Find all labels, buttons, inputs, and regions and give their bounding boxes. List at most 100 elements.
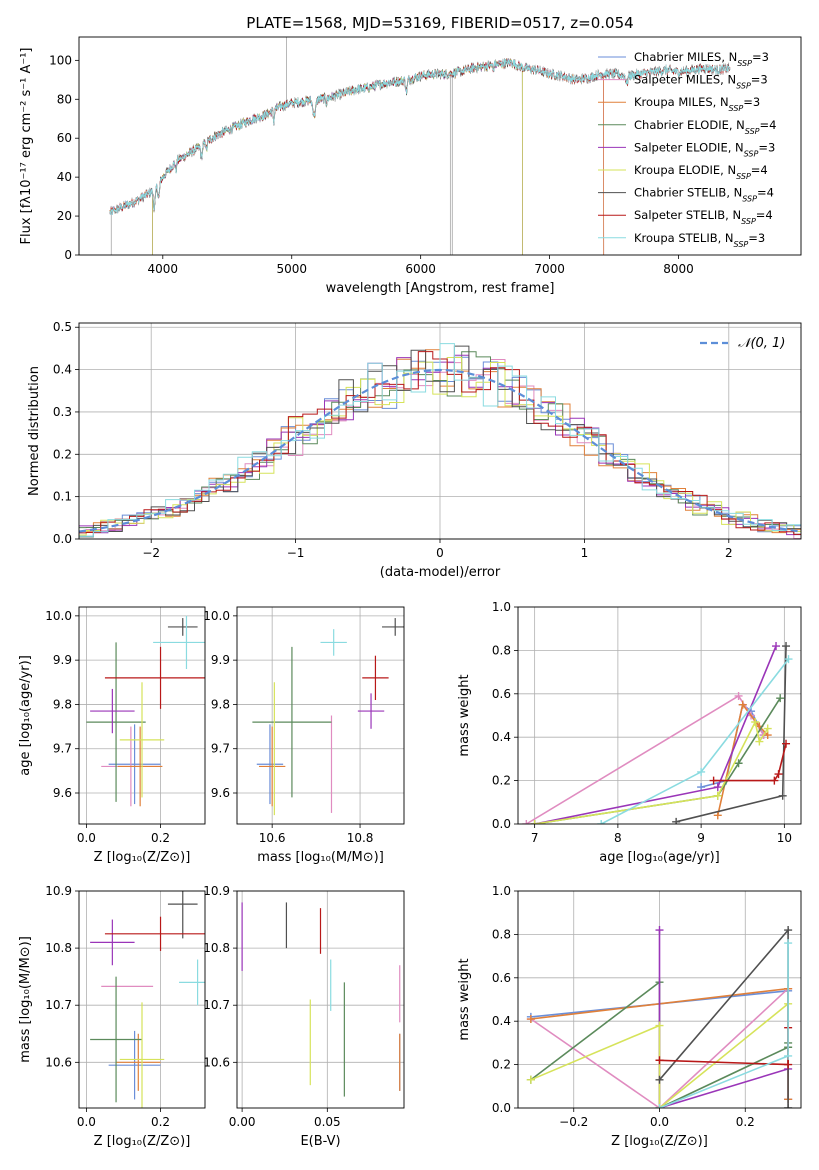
age_vs_Z-ytick-label: 9.7 bbox=[53, 742, 72, 756]
residuals-ytick-label: 0.4 bbox=[53, 363, 72, 377]
massweight_vs_age-ytick-label: 0.8 bbox=[492, 643, 511, 657]
errorbar-point-kroupa_stelib bbox=[320, 629, 347, 656]
age_vs_mass-ytick-label: 9.6 bbox=[211, 786, 230, 800]
errorbar-point-salpeter_elodie bbox=[357, 693, 385, 729]
mass_vs_EBV-xlabel: E(B-V) bbox=[300, 1134, 340, 1149]
massweight-marker-chabrier_stelib bbox=[655, 1075, 664, 1084]
spectrum-ytick-label: 100 bbox=[49, 53, 72, 67]
spectrum-axes: 4000 5000 6000 7000 8000 0 20 40 60 80 100 waveleng… bbox=[19, 48, 694, 297]
spectrum-ytick-label: 20 bbox=[57, 209, 72, 223]
massweight-marker-kroupa_elodie bbox=[755, 737, 764, 746]
massweight-line-salpeter_miles bbox=[525, 694, 765, 824]
residual-histogram-chabrier_elodie bbox=[79, 351, 801, 535]
spectrum-ytick-label: 60 bbox=[57, 131, 72, 145]
massweight_vs_Z-ytick-label: 1.0 bbox=[492, 884, 511, 898]
mass_vs_EBV-xtick-label: 0.00 bbox=[229, 1115, 256, 1129]
errorbar-point-chabrier_miles bbox=[108, 724, 161, 805]
legend-label-normal: 𝒩(0, 1) bbox=[738, 336, 785, 351]
massweight-line-kroupa_elodie bbox=[530, 1003, 789, 1108]
massweight-marker-chabrier_stelib bbox=[784, 1104, 793, 1108]
mass_vs_Z-ylabel: mass [log₁₀(M/M⊙)] bbox=[18, 936, 33, 1063]
spectrum-xtick-label: 6000 bbox=[405, 262, 436, 276]
mass_vs_Z-frame bbox=[78, 890, 206, 1109]
age_vs_Z-axes: 0.0 0.2 9.6 9.7 9.8 9.9 10.0 Z [log₁₀(Z/Z⊙)] age… bbox=[18, 607, 205, 865]
age_vs_mass-xlabel: mass [log₁₀(M/M⊙)] bbox=[257, 850, 384, 865]
spectrum-model-line-chabrier_elodie bbox=[152, 59, 523, 255]
legend-label-kroupa_miles: Kroupa MILES, NSSP=3 bbox=[634, 95, 760, 113]
residuals-axes: −2 −1 0 1 2 0.0 0.1 0.2 0.3 0.4 0.5 (data-model)/er… bbox=[27, 320, 801, 580]
massweight-line-kroupa_stelib bbox=[659, 943, 789, 1108]
age_vs_mass-axes: 10.6 10.8 9.6 9.7 9.8 9.9 10.0 mass [log₁₀(M/M⊙… bbox=[203, 607, 404, 865]
massweight_vs_Z-axes: −0.2 0.0 0.2 0.0 0.2 0.4 0.6 0.8 1.0 Z [log₁₀(Z/Z… bbox=[457, 884, 801, 1149]
residuals-xtick-label: 1 bbox=[581, 546, 589, 560]
massweight-marker-kroupa_stelib bbox=[697, 767, 706, 776]
massweight_vs_Z-plot-area bbox=[526, 926, 793, 1108]
spectrum-ytick-label: 40 bbox=[57, 170, 72, 184]
massweight_vs_Z-ylabel: mass weight bbox=[457, 958, 472, 1040]
massweight_vs_age-xtick-label: 9 bbox=[697, 831, 705, 845]
age_vs_Z-ytick-label: 9.9 bbox=[53, 653, 72, 667]
mass_vs_Z-axes: 0.0 0.2 10.6 10.7 10.8 10.9 Z [log₁₀(Z/Z⊙)] mas… bbox=[18, 884, 205, 1149]
legend-label-kroupa_stelib: Kroupa STELIB, NSSP=3 bbox=[634, 231, 765, 249]
massweight-marker-salpeter_elodie bbox=[655, 926, 664, 935]
massweight-marker-salpeter_stelib bbox=[709, 776, 718, 785]
residuals-xtick-label: −2 bbox=[142, 546, 160, 560]
errorbar-point-salpeter_elodie bbox=[90, 919, 135, 966]
chart-title: PLATE=1568, MJD=53169, FIBERID=0517, z=0… bbox=[246, 14, 633, 32]
spectrum-model-line-salpeter_elodie bbox=[152, 59, 523, 255]
age_vs_mass-xtick-label: 10.6 bbox=[259, 831, 286, 845]
age_vs_mass-ytick-label: 9.7 bbox=[211, 742, 230, 756]
spectrum-xtick-label: 7000 bbox=[534, 262, 565, 276]
massweight-marker-kroupa_miles bbox=[526, 1015, 535, 1024]
errorbar-point-salpeter_stelib bbox=[104, 646, 205, 709]
age_vs_Z-xtick-label: 0.0 bbox=[77, 831, 96, 845]
mass_vs_EBV-axes: 0.00 0.05 10.6 10.7 10.8 10.9 E(B-V) bbox=[203, 884, 404, 1149]
mass_vs_Z-ytick-label: 10.8 bbox=[45, 941, 72, 955]
mass_vs_Z-xlabel: Z [log₁₀(Z/Z⊙)] bbox=[94, 1134, 191, 1149]
massweight-marker-kroupa_stelib bbox=[784, 939, 793, 948]
errorbar-point-chabrier_stelib bbox=[167, 618, 198, 636]
residuals-ytick-label: 0.1 bbox=[53, 490, 72, 504]
massweight_vs_age-axes: 7 8 9 10 0.0 0.2 0.4 0.6 0.8 1.0 age [log₁₀(age/yr… bbox=[457, 600, 801, 865]
massweight-line-salpeter_stelib bbox=[713, 743, 787, 782]
legend-label-salpeter_elodie: Salpeter ELODIE, NSSP=3 bbox=[634, 140, 775, 158]
residuals-frame bbox=[78, 322, 802, 540]
massweight_vs_Z-xlabel: Z [log₁₀(Z/Z⊙)] bbox=[611, 1134, 708, 1149]
massweight-marker-kroupa_stelib bbox=[784, 655, 793, 664]
massweight-marker-kroupa_stelib bbox=[655, 1104, 664, 1108]
errorbar-point-salpeter_elodie bbox=[90, 688, 135, 734]
mass_vs_EBV-xtick-label: 0.05 bbox=[314, 1115, 341, 1129]
spectrum-xtick-label: 4000 bbox=[148, 262, 179, 276]
massweight-line-salpeter_stelib bbox=[659, 1027, 789, 1066]
normal-curve-line bbox=[79, 368, 801, 533]
massweight-line-kroupa_miles bbox=[717, 702, 769, 816]
mass_vs_Z-xtick-label: 0.2 bbox=[151, 1115, 170, 1129]
spectrum-xtick-label: 5000 bbox=[276, 262, 307, 276]
massweight-marker-chabrier_stelib bbox=[784, 926, 793, 935]
mass_vs_EBV-ytick-label: 10.7 bbox=[203, 998, 230, 1012]
mass_vs_Z-ytick-label: 10.6 bbox=[45, 1055, 72, 1069]
massweight-line-chabrier_miles bbox=[700, 703, 765, 788]
age_vs_Z-xtick-label: 0.2 bbox=[151, 831, 170, 845]
legend-label-chabrier_stelib: Chabrier STELIB, NSSP=4 bbox=[634, 186, 774, 204]
errorbar-point-chabrier_stelib bbox=[382, 618, 404, 636]
massweight_vs_Z-xtick-label: −0.2 bbox=[559, 1115, 588, 1129]
spectrum-xtick-label: 8000 bbox=[663, 262, 694, 276]
age_vs_Z-ytick-label: 9.6 bbox=[53, 786, 72, 800]
errorbar-point-kroupa_miles bbox=[258, 726, 286, 807]
errorbar-point-chabrier_elodie bbox=[90, 976, 142, 1103]
massweight_vs_age-ytick-label: 0.2 bbox=[492, 774, 511, 788]
age_vs_mass-ytick-label: 9.8 bbox=[211, 697, 230, 711]
massweight-marker-salpeter_elodie bbox=[713, 783, 722, 792]
massweight_vs_age-plot-area bbox=[522, 642, 793, 824]
massweight-marker-salpeter_stelib bbox=[774, 770, 783, 779]
massweight-marker-kroupa_miles bbox=[713, 811, 722, 820]
mass_vs_EBV-plot-area bbox=[241, 902, 401, 1097]
residuals-xlabel: (data-model)/error bbox=[380, 565, 501, 580]
massweight-marker-chabrier_stelib bbox=[782, 642, 791, 651]
massweight_vs_age-frame bbox=[517, 606, 802, 825]
residuals-ytick-label: 0.2 bbox=[53, 447, 72, 461]
massweight_vs_Z-xtick-label: 0.2 bbox=[736, 1115, 755, 1129]
errorbar-point-chabrier_elodie bbox=[86, 642, 146, 802]
massweight-marker-kroupa_elodie bbox=[655, 1021, 664, 1030]
